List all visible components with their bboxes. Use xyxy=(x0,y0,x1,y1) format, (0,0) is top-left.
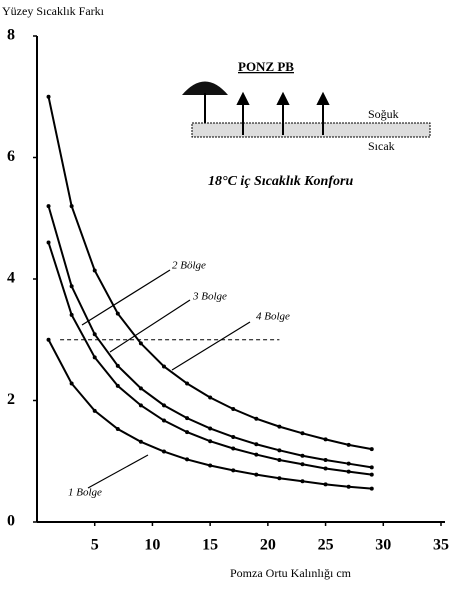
point xyxy=(300,462,305,467)
y-axis-title: Yüzey Sıcaklık Farkı xyxy=(2,4,105,18)
point xyxy=(92,408,97,413)
point xyxy=(138,341,143,346)
x-tick-label: 35 xyxy=(433,537,449,554)
point xyxy=(115,311,120,316)
x-tick-label: 5 xyxy=(91,537,99,554)
point xyxy=(254,442,259,447)
point xyxy=(346,469,351,474)
point xyxy=(161,449,166,454)
inset-diagram: PONZ PB Soğuk Sıcak 18°C iç Sıcaklık Kon… xyxy=(182,59,431,189)
series-label: 2 Bölge xyxy=(172,260,206,272)
label-arrows xyxy=(81,269,251,489)
point xyxy=(115,363,120,368)
x-tick-label: 15 xyxy=(202,537,218,554)
inset-hot: Sıcak xyxy=(368,139,395,153)
point xyxy=(185,430,190,435)
point xyxy=(69,312,74,317)
point xyxy=(346,461,351,466)
point xyxy=(208,463,213,468)
point xyxy=(185,416,190,421)
point xyxy=(185,381,190,386)
point xyxy=(300,453,305,458)
point xyxy=(277,424,282,429)
x-tick-label: 25 xyxy=(318,537,334,554)
inset-cold: Soğuk xyxy=(368,107,399,121)
series-label: 3 Bolge xyxy=(192,291,227,303)
point xyxy=(323,458,328,463)
point xyxy=(138,439,143,444)
point xyxy=(369,447,374,452)
inset-title: PONZ PB xyxy=(238,59,294,74)
point xyxy=(69,204,74,209)
point xyxy=(254,472,259,477)
point xyxy=(300,431,305,436)
point xyxy=(46,204,51,209)
point xyxy=(323,482,328,487)
y-tick-label: 8 xyxy=(7,27,15,44)
y-tick-label: 6 xyxy=(7,148,15,165)
y-tick-label: 0 xyxy=(7,513,15,530)
point xyxy=(254,452,259,457)
point xyxy=(231,407,236,412)
point xyxy=(300,479,305,484)
point xyxy=(254,416,259,421)
point xyxy=(277,448,282,453)
y-tick-label: 4 xyxy=(7,270,15,287)
x-tick-label: 10 xyxy=(144,537,160,554)
point xyxy=(161,418,166,423)
series-label: 4 Bolge xyxy=(256,311,290,323)
annotation: 18°C iç Sıcaklık Konforu xyxy=(208,174,353,189)
point xyxy=(138,386,143,391)
point xyxy=(208,439,213,444)
point xyxy=(92,268,97,273)
point xyxy=(92,332,97,337)
point xyxy=(161,403,166,408)
point xyxy=(138,403,143,408)
x-tick-label: 20 xyxy=(260,537,276,554)
point xyxy=(346,442,351,447)
point xyxy=(161,364,166,369)
y-tick-label: 2 xyxy=(7,391,15,408)
point xyxy=(231,434,236,439)
point xyxy=(369,472,374,477)
point xyxy=(231,468,236,473)
point xyxy=(231,446,236,451)
x-axis-title: Pomza Ortu Kalınlığı cm xyxy=(230,566,352,580)
point xyxy=(277,458,282,463)
point xyxy=(323,466,328,471)
point xyxy=(92,355,97,360)
point xyxy=(369,486,374,491)
point xyxy=(323,437,328,442)
point xyxy=(69,284,74,289)
point xyxy=(69,381,74,386)
point xyxy=(369,465,374,470)
point xyxy=(277,476,282,481)
point xyxy=(208,395,213,400)
series-label: 1 Bolge xyxy=(68,487,102,499)
x-tick-label: 30 xyxy=(375,537,391,554)
point xyxy=(185,457,190,462)
point xyxy=(46,337,51,342)
point xyxy=(115,383,120,388)
point xyxy=(346,484,351,489)
point xyxy=(208,426,213,431)
point xyxy=(115,427,120,432)
point xyxy=(46,240,51,245)
point xyxy=(46,94,51,99)
